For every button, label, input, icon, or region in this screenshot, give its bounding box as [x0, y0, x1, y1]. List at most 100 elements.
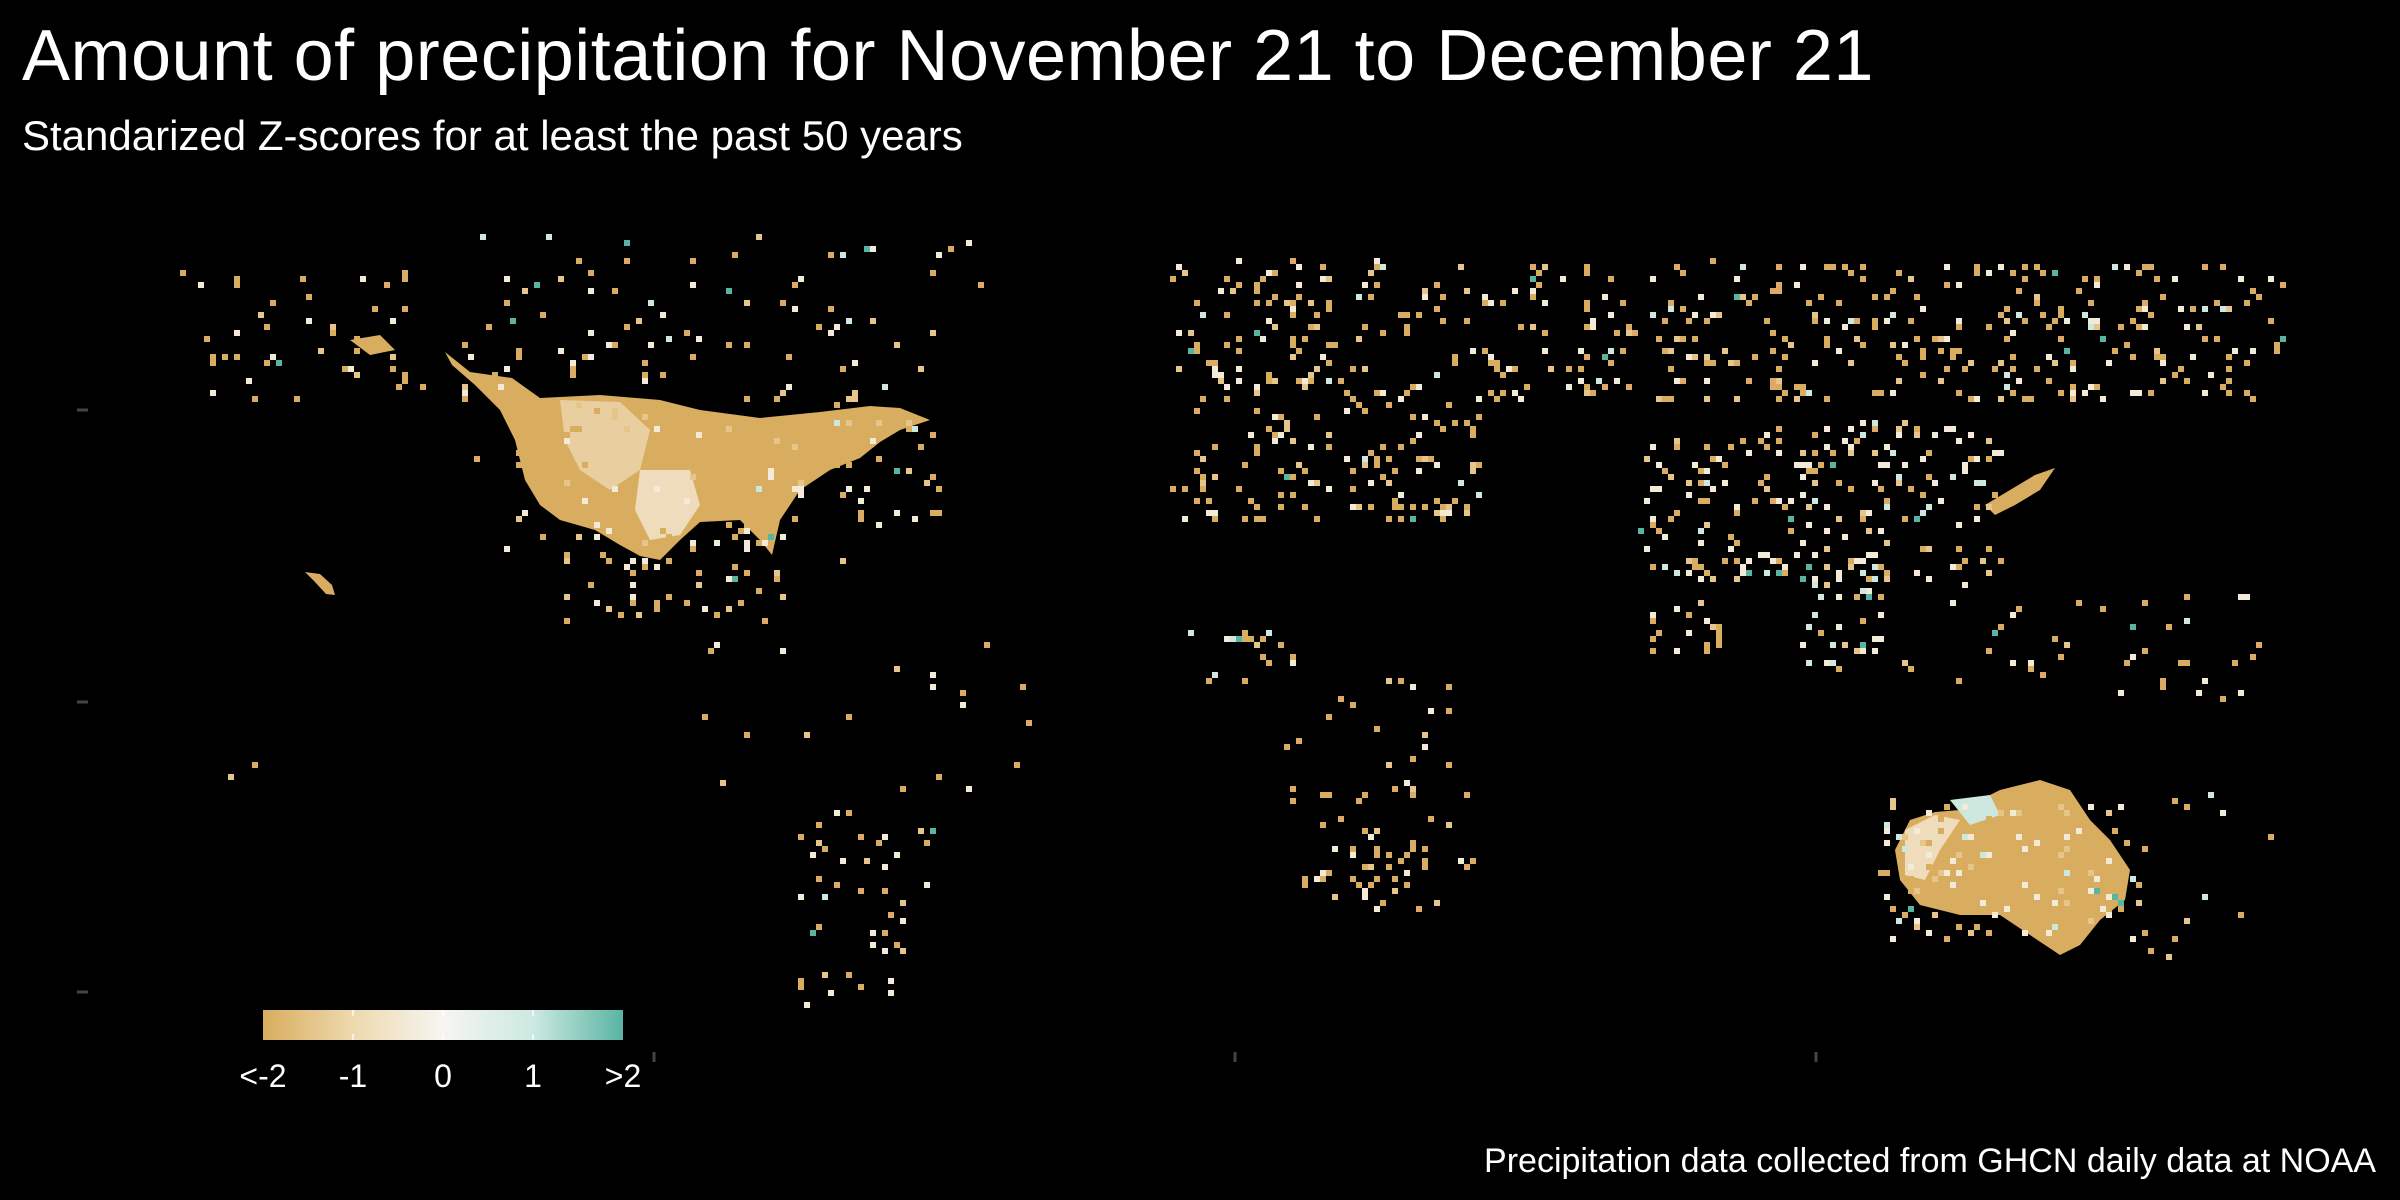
station-cell: [1938, 870, 1944, 876]
station-cell: [1800, 264, 1806, 270]
station-cell: [1290, 306, 1296, 312]
station-cell: [1908, 486, 1914, 492]
station-cell: [1842, 642, 1848, 648]
station-cell: [1938, 498, 1944, 504]
station-cell: [1770, 378, 1776, 384]
station-cell: [840, 558, 846, 564]
station-cell: [2130, 354, 2136, 360]
station-cell: [1962, 582, 1968, 588]
station-cell: [2130, 318, 2136, 324]
station-cell: [1308, 372, 1314, 378]
station-cell: [918, 828, 924, 834]
station-cell: [792, 282, 798, 288]
station-cell: [1434, 498, 1440, 504]
legend-tick-label: -1: [339, 1058, 367, 1094]
station-cell: [1470, 462, 1476, 468]
station-cell: [1350, 396, 1356, 402]
station-cell: [1872, 324, 1878, 330]
station-cell: [1314, 414, 1320, 420]
station-cell: [1302, 504, 1308, 510]
station-cell: [1806, 660, 1812, 666]
station-cell: [1476, 414, 1482, 420]
station-cell: [2112, 894, 2118, 900]
station-cell: [1896, 834, 1902, 840]
station-cell: [744, 396, 750, 402]
station-cell: [1824, 504, 1830, 510]
station-cell: [354, 336, 360, 342]
station-cell: [936, 510, 942, 516]
station-cell: [1650, 648, 1656, 654]
station-cell: [846, 714, 852, 720]
station-cell: [504, 276, 510, 282]
station-cell: [1392, 468, 1398, 474]
station-cell: [1962, 804, 1968, 810]
station-cell: [1704, 498, 1710, 504]
station-cell: [882, 864, 888, 870]
station-cell: [2154, 276, 2160, 282]
station-cell: [1350, 852, 1356, 858]
station-cell: [840, 492, 846, 498]
station-cell: [1842, 324, 1848, 330]
station-cell: [1296, 738, 1302, 744]
station-cell: [2094, 876, 2100, 882]
station-cell: [366, 342, 372, 348]
station-cell: [1986, 570, 1992, 576]
station-cell: [1362, 324, 1368, 330]
station-cell: [732, 564, 738, 570]
station-cell: [2160, 294, 2166, 300]
station-cell: [588, 270, 594, 276]
station-cell: [462, 390, 468, 396]
station-cell: [264, 324, 270, 330]
station-cell: [1668, 306, 1674, 312]
station-cell: [276, 360, 282, 366]
station-cell: [2238, 594, 2244, 600]
station-cell: [1464, 420, 1470, 426]
station-cell: [1308, 480, 1314, 486]
station-cell: [1398, 858, 1404, 864]
station-cell: [2010, 366, 2016, 372]
station-cell: [1242, 678, 1248, 684]
station-cell: [198, 282, 204, 288]
station-cell: [462, 396, 468, 402]
station-cell: [834, 420, 840, 426]
station-cell: [1374, 828, 1380, 834]
station-cell: [1182, 486, 1188, 492]
station-cell: [1362, 888, 1368, 894]
data-source-caption: Precipitation data collected from GHCN d…: [1484, 1142, 2376, 1180]
station-cell: [1968, 360, 1974, 366]
station-cell: [1512, 288, 1518, 294]
station-cell: [1440, 516, 1446, 522]
station-cell: [1380, 444, 1386, 450]
station-cell: [1386, 852, 1392, 858]
station-cell: [2220, 810, 2226, 816]
station-cell: [1224, 636, 1230, 642]
station-cell: [666, 336, 672, 342]
station-cell: [2082, 312, 2088, 318]
station-cell: [1680, 378, 1686, 384]
station-cell: [1686, 492, 1692, 498]
station-cell: [1956, 282, 1962, 288]
station-cell: [1722, 348, 1728, 354]
station-cell: [1848, 564, 1854, 570]
station-cell: [1194, 300, 1200, 306]
station-cell: [2016, 810, 2022, 816]
station-cell: [1374, 390, 1380, 396]
station-cell: [1206, 678, 1212, 684]
station-cell: [2022, 276, 2028, 282]
station-cell: [744, 540, 750, 546]
station-cell: [1530, 276, 1536, 282]
station-cell: [1794, 462, 1800, 468]
station-cell: [1842, 438, 1848, 444]
station-cell: [2136, 900, 2142, 906]
station-cell: [1776, 426, 1782, 432]
station-cell: [1716, 636, 1722, 642]
station-cell: [804, 1002, 810, 1008]
station-cell: [1872, 420, 1878, 426]
station-cell: [1836, 594, 1842, 600]
station-cell: [2256, 294, 2262, 300]
station-cell: [870, 438, 876, 444]
station-cell: [1626, 330, 1632, 336]
station-cell: [768, 468, 774, 474]
station-cell: [2082, 276, 2088, 282]
station-cell: [1176, 366, 1182, 372]
